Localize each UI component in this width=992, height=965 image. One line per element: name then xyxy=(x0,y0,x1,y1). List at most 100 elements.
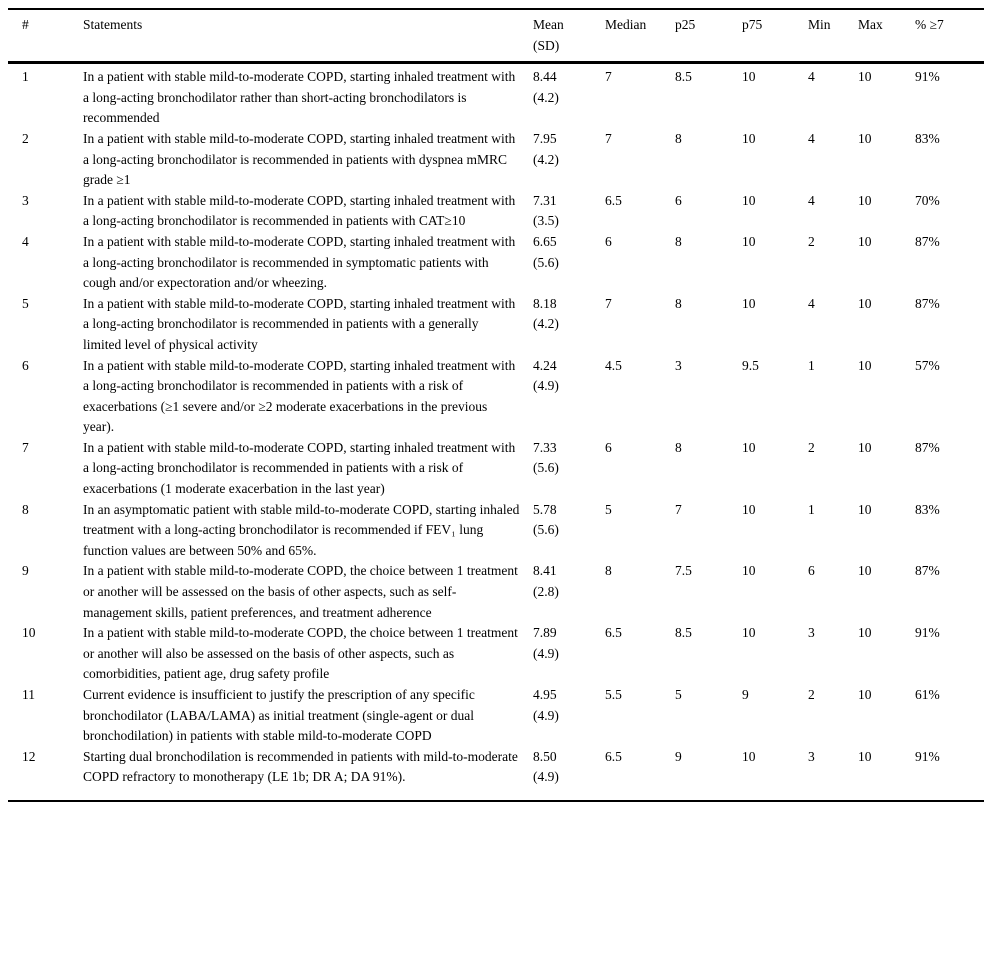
p75-cell: 10 xyxy=(742,69,756,85)
pct-ge7-cell: 91% xyxy=(915,748,940,764)
min-cell: 4 xyxy=(808,130,815,146)
pct-ge7-cell: 87% xyxy=(915,295,940,311)
mean-sd-cell: 7.89 (4.9) xyxy=(533,625,559,661)
table-row: 7 In a patient with stable mild-to-moder… xyxy=(8,438,984,500)
min-cell: 3 xyxy=(808,748,815,764)
table-row: 10 In a patient with stable mild-to-mode… xyxy=(8,623,984,685)
max-cell: 10 xyxy=(858,130,872,146)
p75-cell: 10 xyxy=(742,295,756,311)
p25-cell: 7 xyxy=(675,501,682,517)
table-row: 3 In a patient with stable mild-to-moder… xyxy=(8,191,984,232)
median-cell: 8 xyxy=(605,563,612,579)
statement-number: 7 xyxy=(22,439,29,455)
table-row: 2 In a patient with stable mild-to-moder… xyxy=(8,129,984,191)
statement-text: In a patient with stable mild-to-moderat… xyxy=(83,439,516,497)
mean-sd-cell: 8.50 (4.9) xyxy=(533,748,559,785)
statement-number: 11 xyxy=(22,687,35,702)
p25-cell: 6 xyxy=(675,192,682,208)
p75-cell: 9.5 xyxy=(742,357,759,373)
p25-cell: 5 xyxy=(675,687,682,702)
median-cell: 7 xyxy=(605,295,612,311)
max-cell: 10 xyxy=(858,295,872,311)
mean-sd-cell: 7.31 (3.5) xyxy=(533,192,559,229)
table-row: 4 In a patient with stable mild-to-moder… xyxy=(8,232,984,294)
statement-text: In a patient with stable mild-to-moderat… xyxy=(83,563,518,620)
statement-number: 12 xyxy=(22,748,36,764)
pct-ge7-cell: 61% xyxy=(915,687,940,702)
min-cell: 2 xyxy=(808,687,815,702)
median-cell: 5 xyxy=(605,501,612,517)
statement-number: 10 xyxy=(22,625,36,641)
max-cell: 10 xyxy=(858,687,872,702)
col-header-p25: p25 xyxy=(675,9,742,65)
max-cell: 10 xyxy=(858,69,872,85)
pct-ge7-cell: 83% xyxy=(915,501,940,517)
min-cell: 2 xyxy=(808,439,815,455)
table-row: 8 In an asymptomatic patient with stable… xyxy=(8,500,984,562)
col-header-median: Median xyxy=(605,9,675,65)
p75-cell: 10 xyxy=(742,130,756,146)
max-cell: 10 xyxy=(858,625,872,641)
table-header-row: # Statements Mean (SD) Median p25 p75 Mi… xyxy=(8,9,984,65)
max-cell: 10 xyxy=(858,563,872,579)
min-cell: 4 xyxy=(808,295,815,311)
statements-table: # Statements Mean (SD) Median p25 p75 Mi… xyxy=(8,8,984,802)
statement-text: In a patient with stable mild-to-moderat… xyxy=(83,192,516,229)
statement-number: 4 xyxy=(22,233,29,249)
min-cell: 4 xyxy=(808,192,815,208)
pct-ge7-cell: 57% xyxy=(915,357,940,373)
p75-cell: 10 xyxy=(742,748,756,764)
table-row: 12 Starting dual bronchodilation is reco… xyxy=(8,747,984,801)
table-row: 9 In a patient with stable mild-to-moder… xyxy=(8,561,984,623)
mean-sd-cell: 8.18 (4.2) xyxy=(533,295,559,332)
median-cell: 6.5 xyxy=(605,748,622,764)
table-row: 5 In a patient with stable mild-to-moder… xyxy=(8,294,984,356)
median-cell: 7 xyxy=(605,130,612,146)
mean-sd-cell: 6.65 (5.6) xyxy=(533,233,559,270)
statement-number: 8 xyxy=(22,501,29,517)
statement-text: Starting dual bronchodilation is recomme… xyxy=(83,748,518,785)
statement-text: In a patient with stable mild-to-moderat… xyxy=(83,233,516,291)
median-cell: 4.5 xyxy=(605,357,622,373)
mean-sd-cell: 8.44 (4.2) xyxy=(533,69,559,105)
max-cell: 10 xyxy=(858,192,872,208)
max-cell: 10 xyxy=(858,233,872,249)
p25-cell: 8.5 xyxy=(675,69,692,85)
p25-cell: 8 xyxy=(675,295,682,311)
p25-cell: 3 xyxy=(675,357,682,373)
p75-cell: 10 xyxy=(742,563,756,579)
p25-cell: 9 xyxy=(675,748,682,764)
p25-cell: 8.5 xyxy=(675,625,692,641)
pct-ge7-cell: 83% xyxy=(915,130,940,146)
min-cell: 3 xyxy=(808,625,815,641)
mean-sd-cell: 7.33 (5.6) xyxy=(533,439,559,476)
pct-ge7-cell: 87% xyxy=(915,233,940,249)
col-header-p75: p75 xyxy=(742,9,808,65)
p25-cell: 7.5 xyxy=(675,563,692,579)
statement-text: In an asymptomatic patient with stable m… xyxy=(83,501,520,558)
median-cell: 6 xyxy=(605,439,612,455)
col-header-mean-sd: Mean (SD) xyxy=(533,9,605,65)
statement-text: In a patient with stable mild-to-moderat… xyxy=(83,357,516,435)
p75-cell: 10 xyxy=(742,192,756,208)
pct-ge7-cell: 91% xyxy=(915,625,940,641)
p75-cell: 10 xyxy=(742,625,756,641)
statement-number: 6 xyxy=(22,357,29,373)
mean-sd-cell: 4.95 (4.9) xyxy=(533,687,559,723)
median-cell: 5.5 xyxy=(605,687,622,702)
min-cell: 1 xyxy=(808,357,815,373)
p25-cell: 8 xyxy=(675,233,682,249)
min-cell: 2 xyxy=(808,233,815,249)
statement-text: In a patient with stable mild-to-moderat… xyxy=(83,69,516,126)
max-cell: 10 xyxy=(858,748,872,764)
mean-sd-cell: 7.95 (4.2) xyxy=(533,130,559,167)
statement-text: In a patient with stable mild-to-moderat… xyxy=(83,625,518,682)
pct-ge7-cell: 87% xyxy=(915,563,940,579)
pct-ge7-cell: 87% xyxy=(915,439,940,455)
p75-cell: 10 xyxy=(742,501,756,517)
statement-number: 2 xyxy=(22,130,29,146)
statement-text: In a patient with stable mild-to-moderat… xyxy=(83,130,516,188)
col-header-number: # xyxy=(8,9,83,65)
mean-sd-cell: 8.41 (2.8) xyxy=(533,563,559,600)
